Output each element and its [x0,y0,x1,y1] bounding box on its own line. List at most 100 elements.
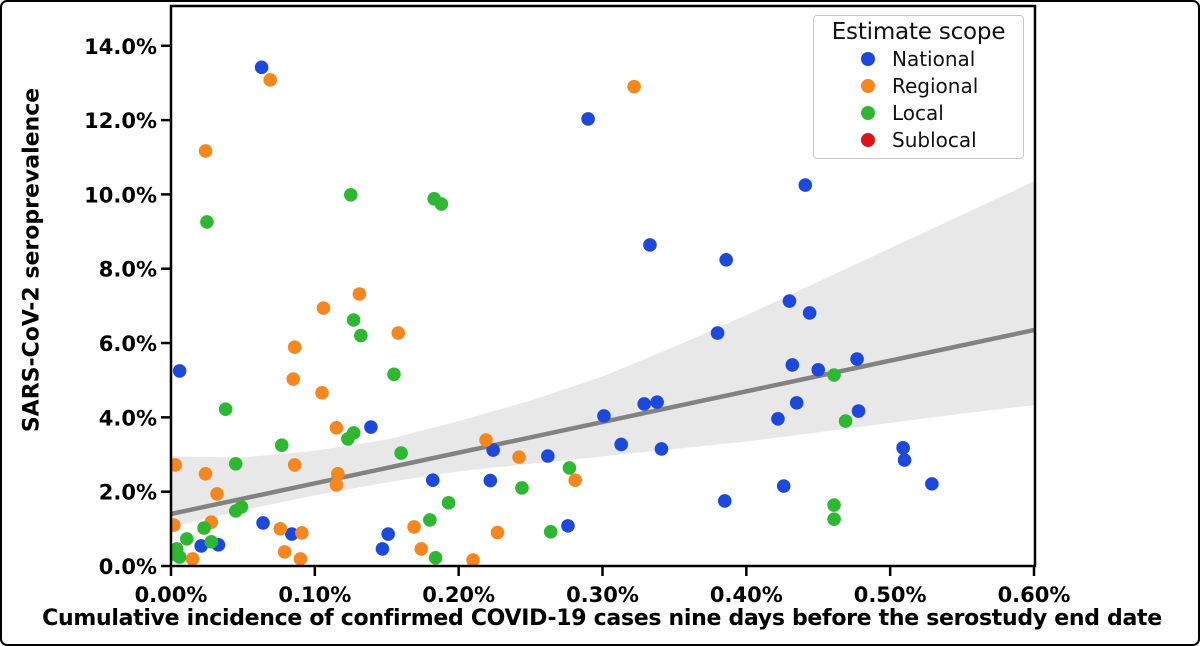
point-local [200,215,214,229]
legend-label: National [892,46,976,71]
y-tick-label: 0.0% [99,555,157,579]
legend-item-local: Local [814,99,1023,126]
point-local [428,551,443,565]
sublocal-dot-icon [861,132,875,147]
x-axis-label: Cumulative incidence of confirmed COVID-… [42,606,1162,631]
point-regional [286,372,301,386]
legend-label: Local [892,100,944,125]
point-national [486,443,500,457]
confidence-band [171,181,1034,527]
point-regional [170,458,183,472]
point-local [515,481,529,495]
point-local [170,547,180,561]
point-local [394,446,408,460]
point-regional [407,520,421,534]
point-national [650,395,664,409]
point-local [346,313,361,327]
point-regional [287,458,302,472]
point-local [197,521,211,535]
point-local [354,328,368,343]
point-regional [185,552,200,566]
point-regional [315,386,329,400]
point-regional [170,518,181,532]
point-local [562,461,577,475]
x-tick-label: 0.60% [998,583,1071,607]
point-national [637,397,652,411]
point-local [274,438,289,453]
point-national [785,358,800,372]
point-national [719,253,733,267]
point-regional [391,326,406,340]
point-local [387,367,401,382]
point-regional [512,450,526,464]
point-local [827,498,841,512]
point-national [710,326,725,340]
point-national [172,364,187,378]
point-regional [293,552,308,566]
point-local [218,402,233,416]
point-national [771,412,785,426]
y-tick-label: 4.0% [99,406,157,430]
point-national [425,473,440,487]
point-national [776,479,791,493]
point-local [346,426,361,440]
point-national [811,362,826,377]
point-national [541,449,555,463]
point-local [204,535,219,549]
point-regional [198,467,213,481]
point-national [561,519,575,533]
regional-dot-icon [861,78,875,93]
x-tick-label: 0.20% [422,583,495,607]
point-local [234,500,249,514]
legend-item-national: National [814,45,1023,72]
point-national [597,409,611,423]
x-tick-label: 0.10% [278,583,351,607]
point-regional [490,525,505,540]
point-regional [329,478,344,492]
point-national [364,420,378,434]
point-national [798,178,813,192]
point-national [254,60,269,75]
point-regional [210,487,224,501]
legend-label: Regional [892,73,979,98]
y-tick-label: 10.0% [84,183,157,207]
point-local [343,187,358,202]
point-regional [352,287,367,301]
point-regional [316,301,331,315]
point-regional [295,526,309,540]
point-regional [627,79,641,94]
legend: Estimate scope National Regional Local S… [813,15,1024,159]
point-national [375,542,390,556]
point-national [789,396,804,410]
point-national [925,477,939,491]
point-regional [287,340,302,354]
point-local [827,368,841,382]
y-tick-label: 12.0% [84,109,157,133]
point-national [717,494,732,508]
point-national [654,442,669,456]
y-tick-label: 2.0% [99,481,157,505]
y-tick-label: 8.0% [99,258,157,282]
y-tick-label: 6.0% [99,332,157,356]
local-dot-icon [861,105,875,120]
x-tick-label: 0.00% [135,583,208,607]
point-regional [479,433,493,447]
point-regional [466,553,480,567]
point-regional [277,545,292,559]
point-national [256,516,270,530]
point-regional [263,73,278,87]
point-national [581,112,595,126]
point-local [434,197,449,211]
point-national [897,453,912,467]
point-national [851,404,866,418]
point-regional [568,473,582,487]
point-local [441,496,456,510]
point-national [614,437,628,452]
legend-item-sublocal: Sublocal [814,126,1023,153]
point-regional [414,542,429,556]
x-tick-label: 0.40% [710,583,783,607]
point-regional [198,144,213,158]
legend-item-regional: Regional [814,72,1023,99]
